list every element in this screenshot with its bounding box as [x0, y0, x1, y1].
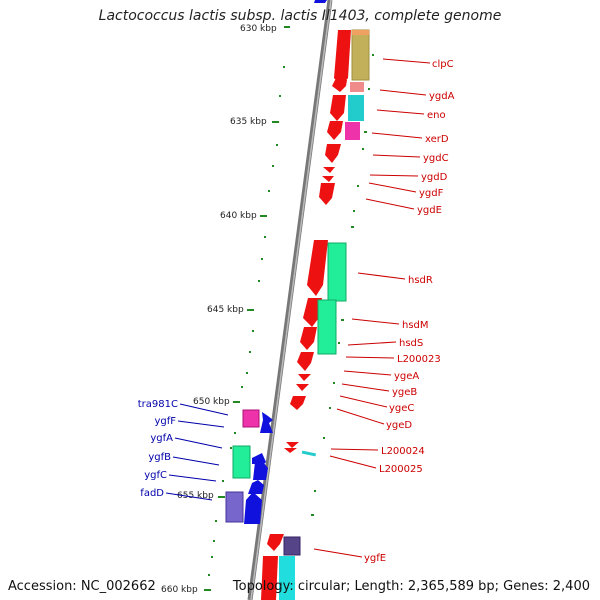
- feature-hsdR-box: [327, 242, 347, 302]
- scale-label: 645 kbp: [207, 305, 244, 315]
- gene-label-ygdD[interactable]: ygdD: [421, 172, 448, 183]
- scale-label: 655 kbp: [177, 491, 214, 501]
- minor-ticks-right: [311, 54, 374, 516]
- gene-label-ygfC[interactable]: ygfC: [144, 470, 167, 481]
- gene-label-ygfE[interactable]: ygfE: [364, 553, 386, 564]
- feature-tra981C-box: [242, 409, 260, 428]
- feature-xerD-box: [345, 122, 360, 140]
- feature-L200024-box: [301, 450, 317, 457]
- right-gene-labels: clpC ygdA eno xerD ygdC ygdD ygdF ygdE h…: [364, 59, 455, 564]
- gene-label-L200024[interactable]: L200024: [381, 446, 425, 457]
- feature-clpC-box: [351, 29, 370, 81]
- gene-label-hsdR[interactable]: hsdR: [408, 275, 433, 286]
- gene-label-xerD[interactable]: xerD: [425, 134, 449, 145]
- scale-label: 650 kbp: [193, 397, 230, 407]
- gene-label-ygdC[interactable]: ygdC: [423, 153, 449, 164]
- gene-L200023-arrow[interactable]: [297, 352, 314, 371]
- scale-label: 660 kbp: [161, 585, 198, 595]
- gene-label-hsdM[interactable]: hsdM: [402, 320, 429, 331]
- minor-ticks-left: [208, 66, 285, 576]
- gene-label-ygeC[interactable]: ygeC: [389, 403, 414, 414]
- gene-label-ygeD[interactable]: ygeD: [386, 420, 412, 431]
- gene-tra981C-arrow[interactable]: [260, 412, 273, 433]
- gene-ygdA-arrow[interactable]: [332, 80, 347, 92]
- gene-ygfE-arrow[interactable]: [267, 534, 284, 551]
- gene-next-arrow[interactable]: [261, 556, 278, 600]
- right-label-leaders: [313, 58, 431, 558]
- scale-labels: 630 kbp 635 kbp 640 kbp 645 kbp 650 kbp …: [161, 24, 277, 595]
- gene-label-ygeB[interactable]: ygeB: [392, 387, 417, 398]
- feature-ygdA-box: [350, 82, 364, 92]
- gene-top-arrow[interactable]: [314, 0, 327, 3]
- gene-label-eno[interactable]: eno: [427, 110, 446, 121]
- gene-label-tra981C[interactable]: tra981C: [138, 399, 178, 410]
- major-ticks: [204, 26, 290, 591]
- gene-ygeA-arrow[interactable]: [298, 374, 311, 381]
- gene-ygeD-arrow[interactable]: [290, 396, 306, 410]
- feature-hsdM-box: [317, 299, 337, 355]
- scale-label: 630 kbp: [240, 24, 277, 34]
- feature-ygfB-box: [232, 445, 251, 479]
- gene-ygdF-arrow[interactable]: [322, 176, 334, 182]
- accession-text: Accession: NC_002662: [8, 579, 156, 594]
- gene-label-ygeA[interactable]: ygeA: [394, 371, 419, 382]
- gene-ygdE-arrow[interactable]: [319, 183, 335, 205]
- gene-label-ygfA[interactable]: ygfA: [150, 433, 173, 444]
- forward-feature-boxes: [279, 29, 370, 600]
- gene-ygeB-arrow[interactable]: [296, 384, 309, 391]
- scale-label: 640 kbp: [220, 211, 257, 221]
- reverse-genes: [244, 0, 327, 524]
- gene-ygdD-arrow[interactable]: [323, 167, 335, 173]
- gene-label-ygdA[interactable]: ygdA: [429, 91, 455, 102]
- gene-hsdR-arrow[interactable]: [307, 240, 328, 296]
- feature-eno-box: [348, 95, 364, 121]
- left-gene-labels: tra981C ygfF ygfA ygfB ygfC fadD: [138, 399, 178, 499]
- gene-label-ygfB[interactable]: ygfB: [148, 452, 171, 463]
- map-title: Lactococcus lactis subsp. lactis Il1403,…: [98, 8, 502, 24]
- gene-eno-arrow[interactable]: [330, 95, 346, 121]
- left-label-leaders: [165, 403, 229, 501]
- gene-L200025-arrow[interactable]: [284, 448, 297, 453]
- gene-label-hsdS[interactable]: hsdS: [399, 338, 423, 349]
- gene-label-ygdF[interactable]: ygdF: [419, 188, 444, 199]
- gene-ygfC-arrow[interactable]: [248, 480, 264, 494]
- reverse-feature-boxes: [225, 409, 260, 523]
- forward-genes: [261, 30, 351, 600]
- gene-label-ygfF[interactable]: ygfF: [154, 416, 176, 427]
- feature-next-box: [279, 556, 295, 600]
- gene-L200024-arrow[interactable]: [286, 442, 299, 448]
- gene-hsdS-arrow[interactable]: [300, 327, 317, 350]
- gene-label-fadD[interactable]: fadD: [140, 488, 164, 499]
- scale-label: 635 kbp: [230, 117, 267, 127]
- topology-text: Topology: circular; Length: 2,365,589 bp…: [232, 579, 590, 594]
- gene-label-L200025[interactable]: L200025: [379, 464, 423, 475]
- feature-fadD-box: [225, 491, 244, 523]
- gene-xerD-arrow[interactable]: [327, 121, 343, 140]
- gene-clpC-arrow[interactable]: [334, 30, 351, 87]
- gene-label-L200023[interactable]: L200023: [397, 354, 441, 365]
- gene-ygfA-arrow[interactable]: [252, 453, 266, 464]
- gene-label-clpC[interactable]: clpC: [432, 59, 454, 70]
- genome-backbone: [247, 0, 333, 600]
- gene-ygdC-arrow[interactable]: [325, 144, 341, 163]
- gene-ygfB-arrow[interactable]: [253, 462, 268, 480]
- gene-fadD-arrow[interactable]: [244, 492, 262, 524]
- feature-ygfE-box: [283, 536, 301, 556]
- gene-label-ygdE[interactable]: ygdE: [417, 205, 442, 216]
- gene-hsdM-arrow[interactable]: [303, 298, 322, 327]
